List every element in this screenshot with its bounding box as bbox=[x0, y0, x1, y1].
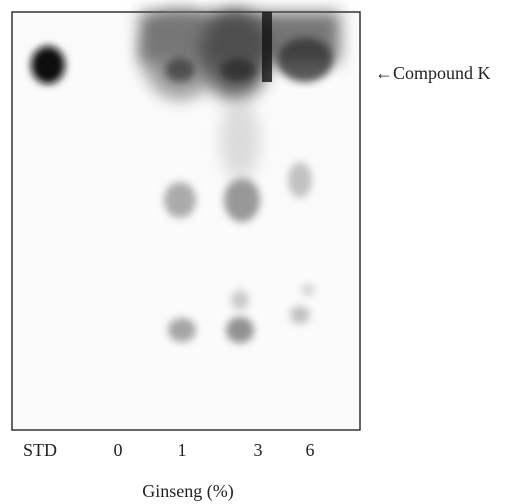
lane-label: 1 bbox=[178, 440, 187, 460]
lane-label: 6 bbox=[306, 440, 315, 460]
lane-label: 0 bbox=[114, 440, 123, 460]
tlc-plate bbox=[11, 10, 361, 431]
axis-label: Ginseng (%) bbox=[142, 481, 233, 502]
lane-label: 3 bbox=[254, 440, 263, 460]
annotation: ←Compound K bbox=[375, 63, 491, 83]
lane-label: STD bbox=[23, 440, 57, 460]
